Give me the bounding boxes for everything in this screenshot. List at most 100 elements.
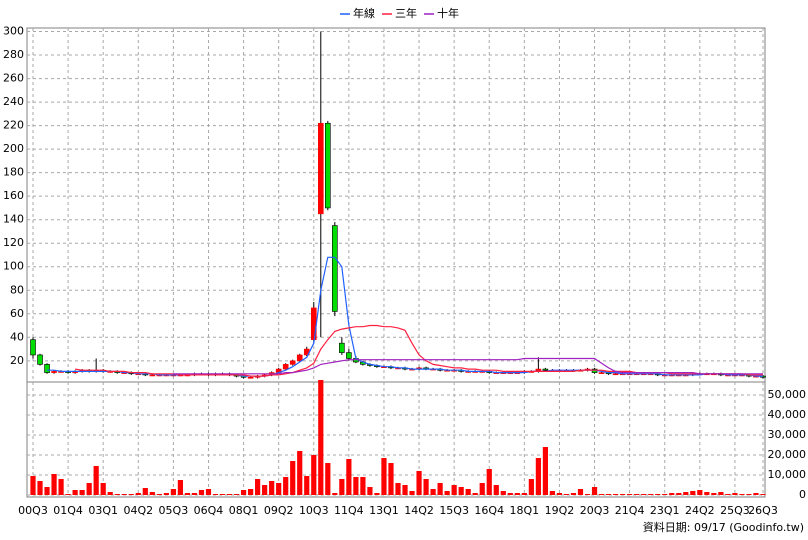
- volume-bar: [718, 492, 724, 495]
- volume-bar: [395, 483, 401, 495]
- y-tick-label: 120: [3, 236, 24, 249]
- candle-body: [339, 342, 345, 353]
- volume-panel: [26, 381, 766, 498]
- y-tick-label: 140: [3, 213, 24, 226]
- volume-bar: [423, 479, 429, 495]
- candle-body: [317, 122, 324, 215]
- volume-bar: [37, 481, 43, 495]
- volume-bar: [753, 493, 759, 495]
- volume-bar: [444, 491, 450, 495]
- candle-body: [612, 373, 619, 376]
- candle-body: [282, 364, 289, 370]
- volume-bar: [297, 451, 303, 495]
- volume-bar: [149, 492, 155, 495]
- volume-bar: [205, 489, 212, 495]
- volume-bar: [605, 494, 612, 495]
- candle-body: [37, 354, 43, 365]
- volume-bar: [479, 483, 485, 495]
- volume-bar: [500, 491, 506, 495]
- volume-bar: [598, 494, 605, 495]
- volume-bar: [669, 493, 675, 495]
- y2-tick-label: 50,000: [768, 388, 807, 401]
- volume-bar: [676, 493, 682, 495]
- volume-bar: [381, 458, 387, 495]
- volume-bar: [121, 494, 127, 495]
- volume-bar: [367, 487, 373, 495]
- volume-bar: [627, 494, 633, 495]
- candle-body: [346, 352, 352, 359]
- volume-bar: [304, 476, 310, 495]
- volume-bar: [549, 491, 556, 495]
- x-tick-label: 24Q2: [685, 504, 715, 517]
- volume-bar: [374, 493, 380, 495]
- volume-bar: [725, 494, 731, 495]
- volume-bar: [79, 490, 85, 495]
- candle-body: [325, 122, 331, 209]
- y-tick-label: 280: [3, 48, 24, 61]
- volume-bar: [86, 483, 92, 495]
- candle-body: [332, 225, 338, 312]
- y-tick-label: 240: [3, 95, 24, 108]
- x-tick-label: 19Q2: [545, 504, 575, 517]
- volume-bar: [739, 494, 745, 495]
- volume-bar: [283, 477, 289, 495]
- volume-bar: [51, 474, 57, 495]
- candle-body: [289, 360, 296, 365]
- y-tick-label: 180: [3, 166, 24, 179]
- volume-bar: [451, 485, 457, 495]
- y2-tick-label: 20,000: [768, 448, 807, 461]
- volume-bar: [514, 493, 520, 495]
- volume-bar: [325, 463, 331, 495]
- volume-bar: [255, 479, 261, 495]
- candle-body: [247, 376, 254, 379]
- candle-body: [310, 307, 317, 340]
- volume-bar: [760, 494, 766, 495]
- volume-bar: [311, 455, 317, 495]
- volume-bar: [690, 491, 696, 495]
- volume-bar: [662, 494, 668, 495]
- volume-bar: [556, 493, 563, 495]
- x-tick-label: 00Q3: [18, 504, 48, 517]
- x-tick-label: 25Q3: [720, 504, 750, 517]
- volume-bar: [226, 494, 233, 495]
- volume-bar: [360, 477, 366, 495]
- y-tick-label: 200: [3, 142, 24, 155]
- y2-tick-label: 40,000: [768, 408, 807, 421]
- volume-bar: [704, 492, 710, 495]
- volume-bar: [233, 494, 240, 495]
- y2-tick-label: 10,000: [768, 468, 807, 481]
- volume-bar: [191, 493, 198, 495]
- y-tick-label: 300: [3, 25, 24, 38]
- x-tick-label: 03Q1: [88, 504, 118, 517]
- candle-body: [149, 374, 156, 377]
- volume-bar: [388, 463, 394, 495]
- volume-bar: [746, 494, 752, 495]
- x-tick-label: 01Q4: [53, 504, 83, 517]
- ma-line: [173, 357, 763, 375]
- x-tick-label: 23Q1: [650, 504, 680, 517]
- volume-bar: [535, 458, 541, 495]
- volume-bar: [612, 494, 619, 495]
- volume-bar: [240, 490, 247, 495]
- legend-label: 三年: [395, 6, 417, 20]
- volume-bar: [290, 461, 296, 495]
- volume-bar: [135, 493, 141, 495]
- volume-bar: [318, 380, 324, 495]
- candle-body: [44, 364, 50, 373]
- volume-bar: [465, 489, 471, 495]
- volume-bar: [697, 490, 703, 495]
- ma-line: [47, 256, 763, 377]
- volume-bar: [486, 469, 492, 495]
- volume-bar: [332, 493, 338, 495]
- volume-bar: [72, 490, 78, 495]
- volume-bar: [353, 477, 359, 495]
- volume-bar: [437, 483, 443, 495]
- volume-bar: [711, 493, 717, 495]
- volume-bar: [346, 459, 352, 495]
- x-tick-label: 14Q2: [404, 504, 434, 517]
- volume-bar: [620, 494, 626, 495]
- volume-bar: [577, 489, 584, 495]
- volume-bar: [276, 483, 282, 495]
- volume-bar: [100, 483, 106, 495]
